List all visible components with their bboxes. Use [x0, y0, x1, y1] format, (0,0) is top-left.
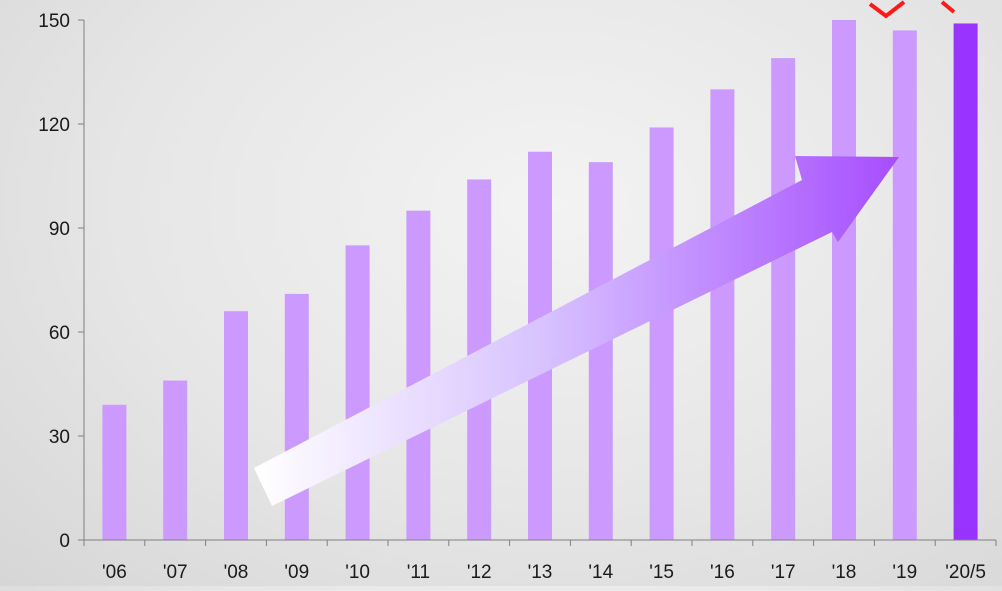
- x-tick-label-7: '13: [528, 562, 553, 583]
- x-tick-label-10: '16: [710, 562, 735, 583]
- red-chevron-icon-right: [940, 0, 956, 14]
- red-chevron-icon: [868, 0, 906, 19]
- x-tick-label-12: '18: [832, 562, 857, 583]
- x-tick-label-0: '06: [102, 562, 127, 583]
- bar-10: [710, 89, 735, 540]
- bar-13: [892, 30, 917, 541]
- y-tick-label-1: 30: [49, 427, 70, 448]
- bar-5: [406, 210, 431, 540]
- trend-arrow: [254, 156, 899, 506]
- bar-4: [345, 245, 370, 541]
- x-tick-label-14: '20/5: [945, 562, 986, 583]
- bar-1: [163, 380, 188, 540]
- x-tick-label-3: '09: [284, 562, 309, 583]
- bar-9: [649, 127, 674, 540]
- x-tick-label-8: '14: [588, 562, 613, 583]
- x-tick-label-11: '17: [771, 562, 796, 583]
- bar-0: [102, 404, 127, 540]
- bar-11: [771, 58, 796, 541]
- annotations-group: [254, 0, 956, 506]
- axes-group: 0 30 60 90 120 150 '06 '07 '08 '09 '10 '11 '12 '13 '14…: [38, 11, 997, 583]
- y-tick-label-0: 0: [59, 531, 70, 552]
- x-tick-label-2: '08: [224, 562, 249, 583]
- bar-8: [588, 162, 613, 540]
- bar-2: [224, 311, 248, 540]
- x-tick-label-9: '15: [649, 562, 674, 583]
- x-tick-label-6: '12: [467, 562, 492, 583]
- bar-12: [832, 20, 856, 540]
- bars-group: [102, 20, 978, 541]
- y-tick-label-2: 60: [49, 323, 70, 344]
- y-tick-label-3: 90: [49, 219, 70, 240]
- bar-3: [284, 293, 309, 540]
- bar-14: [953, 23, 978, 540]
- x-tick-label-5: '11: [407, 562, 430, 583]
- y-tick-label-4: 120: [38, 115, 70, 136]
- y-tick-label-5: 150: [38, 11, 70, 32]
- x-tick-label-1: '07: [163, 562, 188, 583]
- x-tick-label-13: '19: [892, 562, 917, 583]
- x-tick-label-4: '10: [345, 562, 370, 583]
